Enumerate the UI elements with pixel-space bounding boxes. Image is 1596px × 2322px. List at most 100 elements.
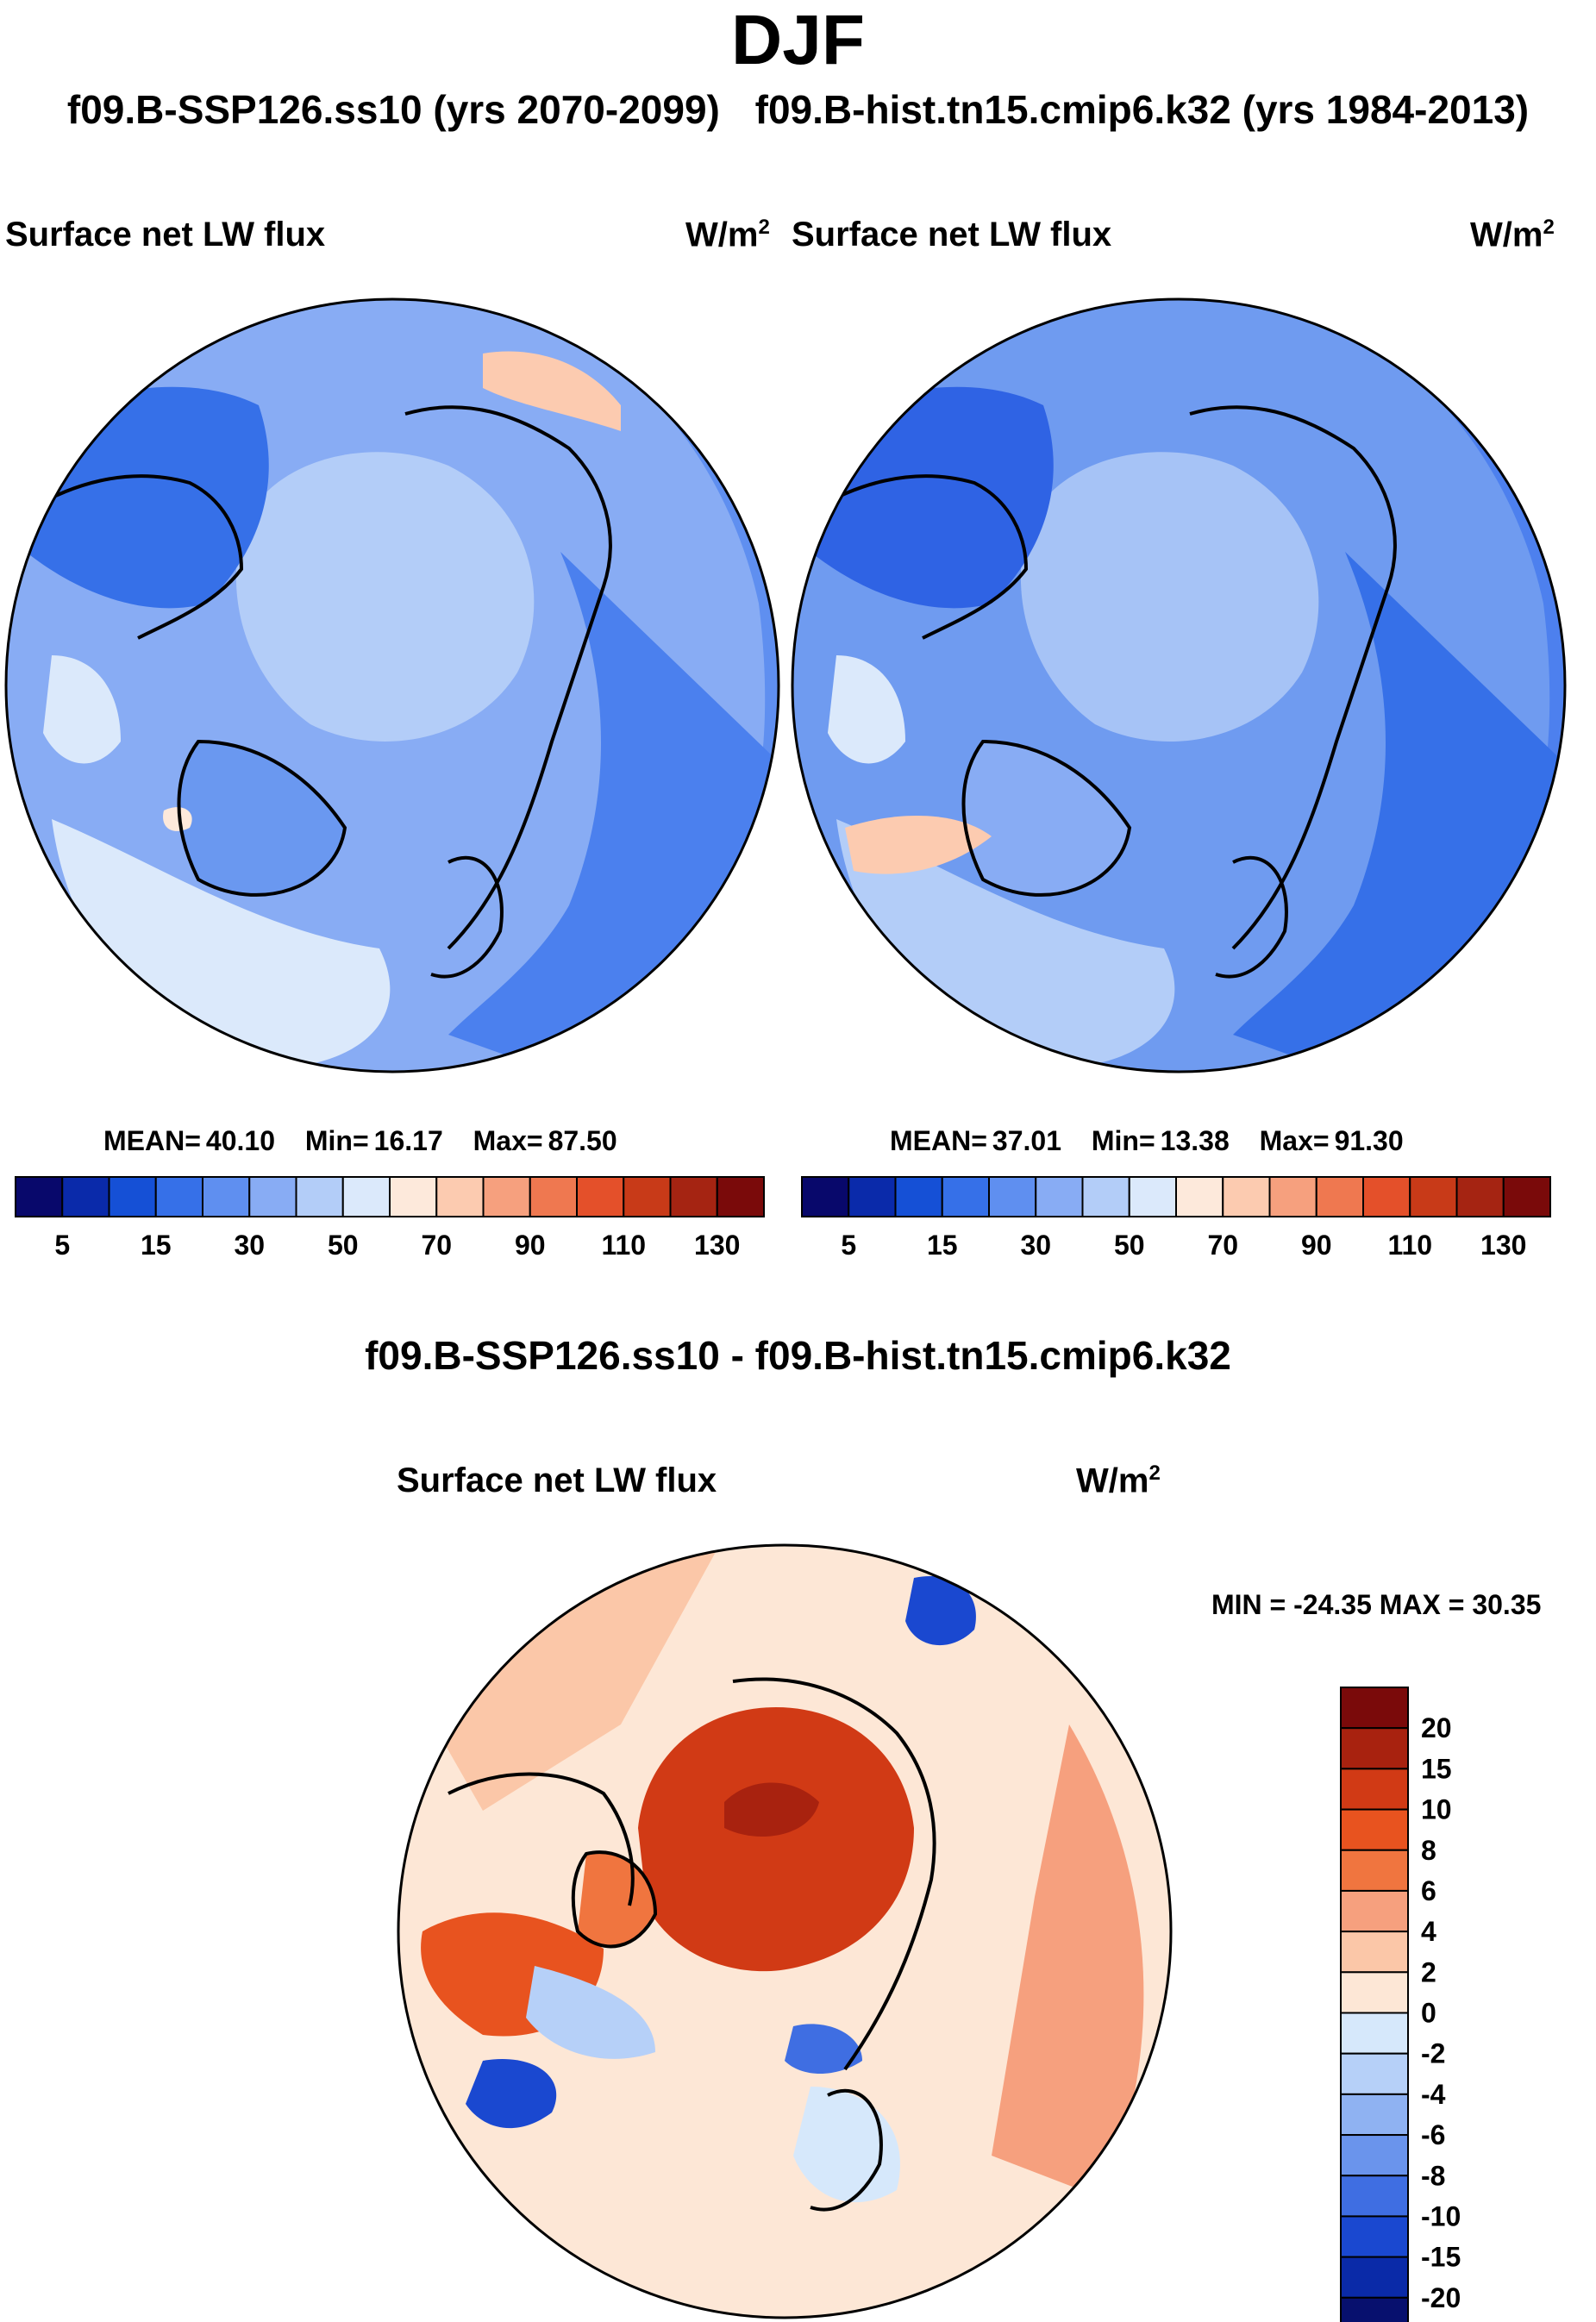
cbar-right-tick-label: 5 [841,1230,856,1261]
diff-colorbar-tick-label: 10 [1421,1794,1452,1825]
cbar-right-tick-label: 30 [1020,1230,1051,1261]
cbar-left-swatch [341,1176,391,1217]
cbar-right-tick-label: 130 [1480,1230,1526,1261]
left-colorbar: 5 15 30 50 70 90 110 130 [15,1176,765,1261]
cbar-right-swatch [1409,1176,1458,1217]
diff-colorbar-tick-label: -20 [1421,2282,1461,2313]
diff-map-greenland-warm [578,1852,655,1947]
diff-colorbar-tick-label: 15 [1421,1753,1452,1784]
cbar-right-swatch [894,1176,943,1217]
cbar-left-swatch [576,1176,625,1217]
cbar-left-swatch [623,1176,672,1217]
diff-colorbar-tick-label: 8 [1421,1835,1436,1866]
diff-colorbar-swatch [1340,2134,1409,2177]
cbar-left-tick-label: 90 [515,1230,546,1261]
left-map-hudson-light [43,655,121,764]
diff-colorbar-swatch [1340,2052,1409,2095]
right-map-atlantic-light [836,819,1175,1069]
diff-map-coast-1 [448,1772,635,1906]
cbar-right-swatch [941,1176,990,1217]
diff-map-cold-3 [905,1576,976,1646]
left-map-border [4,297,780,1073]
diff-colorbar-swatch [1340,2215,1409,2258]
right-panel-unit: W/m2 [1470,216,1555,254]
cbar-right-tick-label: 110 [1387,1230,1432,1261]
diff-colorbar-tick-label: -8 [1421,2160,1445,2191]
right-map [792,299,1565,1072]
cbar-left-tick-label: 110 [601,1230,646,1261]
left-map-greenland-coast [177,739,347,897]
diff-colorbar-tick-label: -6 [1421,2119,1445,2150]
right-map-greenland [963,742,1130,895]
diff-colorbar-swatch [1340,1849,1409,1892]
left-case-title: f09.B-SSP126.ss10 (yrs 2070-2099) [66,87,720,132]
right-map-arctic-ocean [1020,452,1319,742]
diff-map-arctic-ocean [638,1707,914,1972]
diff-colorbar-swatch [1340,1931,1409,1974]
case-titles: f09.B-SSP126.ss10 (yrs 2070-2099) f09.B-… [0,86,1596,133]
left-panel-variable: Surface net LW flux [5,216,326,253]
left-map-atlantic-light [52,819,391,1069]
right-map-coast-2 [1189,405,1397,950]
cbar-right-swatch [1315,1176,1364,1217]
cbar-right-tick-label: 50 [1114,1230,1145,1261]
right-map-coast-1 [800,474,1029,640]
left-map [6,299,779,1072]
left-map-coast-2 [404,405,612,950]
diff-colorbar-tick-label: -10 [1421,2200,1461,2231]
right-map-scandinavia-coast [1215,855,1288,979]
diff-map-cold-1 [466,2059,557,2129]
cbar-left-swatch [15,1176,64,1217]
left-map-pacific-warm [483,351,621,431]
diff-colorbar-swatch [1340,2093,1409,2137]
cbar-left-tick-label: 5 [54,1230,70,1261]
cbar-left-swatch [295,1176,344,1217]
cbar-right-swatch [801,1176,850,1217]
diff-minmax: MIN = -24.35 MAX = 30.35 [1211,1589,1542,1620]
diff-map-scandinavia-coast [810,2088,883,2212]
diff-map-cold-light [526,1966,655,2059]
diff-map-greenland-coast [571,1850,658,1949]
cbar-right-swatch [1268,1176,1317,1217]
right-map-hudson-light [828,655,905,764]
cbar-left-tick-label: 130 [694,1230,740,1261]
cbar-left-tick-label: 30 [234,1230,265,1261]
diff-map-coast-2 [732,1677,936,2071]
diff-colorbar-tick-label: 20 [1421,1712,1452,1743]
diff-colorbar-tick-label: 0 [1421,1998,1436,2029]
left-map-coast-warm [163,807,192,831]
left-panel-stats: MEAN= 40.10 Min= 16.17 Max= 87.50 [103,1125,617,1156]
diff-map [398,1545,1171,2318]
cbar-right-swatch [1081,1176,1130,1217]
cbar-left-swatch [61,1176,110,1217]
cbar-right-swatch [1175,1176,1224,1217]
diff-map-arctic-core [724,1782,819,1837]
cbar-left-tick-label: 50 [328,1230,359,1261]
cbar-right-tick-label: 90 [1301,1230,1332,1261]
right-case-title: f09.B-hist.tn15.cmip6.k32 (yrs 1984-2013… [754,87,1530,132]
diff-colorbar-tick-label: 4 [1421,1916,1436,1947]
diff-colorbar-swatch [1340,1889,1409,1933]
diff-colorbar-swatch [1340,2296,1409,2322]
cbar-right-tick-label: 15 [927,1230,958,1261]
cbar-right-swatch [1035,1176,1084,1217]
cbar-right-swatch [848,1176,897,1217]
right-panel-variable: Surface net LW flux [792,216,1112,253]
diff-colorbar-swatch [1340,1768,1409,1811]
right-map-atlantic-warm [845,816,992,874]
diff-colorbar-tick-label: -2 [1421,2038,1445,2069]
left-map-arctic-ocean [235,452,535,742]
cbar-right-swatch [1502,1176,1551,1217]
left-panel-unit: W/m2 [685,216,770,254]
cbar-right-swatch [1455,1176,1505,1217]
cbar-left-swatch [482,1176,531,1217]
cbar-left-swatch [716,1176,765,1217]
left-map-coast-1 [16,474,244,640]
right-map-greenland-coast [961,739,1132,897]
left-map-greenland [178,742,345,895]
difference-title: f09.B-SSP126.ss10 - f09.B-hist.tn15.cmip… [365,1333,1231,1378]
cbar-right-swatch [1222,1176,1271,1217]
cbar-left-swatch [435,1176,485,1217]
diff-colorbar-swatch [1340,2256,1409,2299]
right-map-border [791,297,1567,1073]
